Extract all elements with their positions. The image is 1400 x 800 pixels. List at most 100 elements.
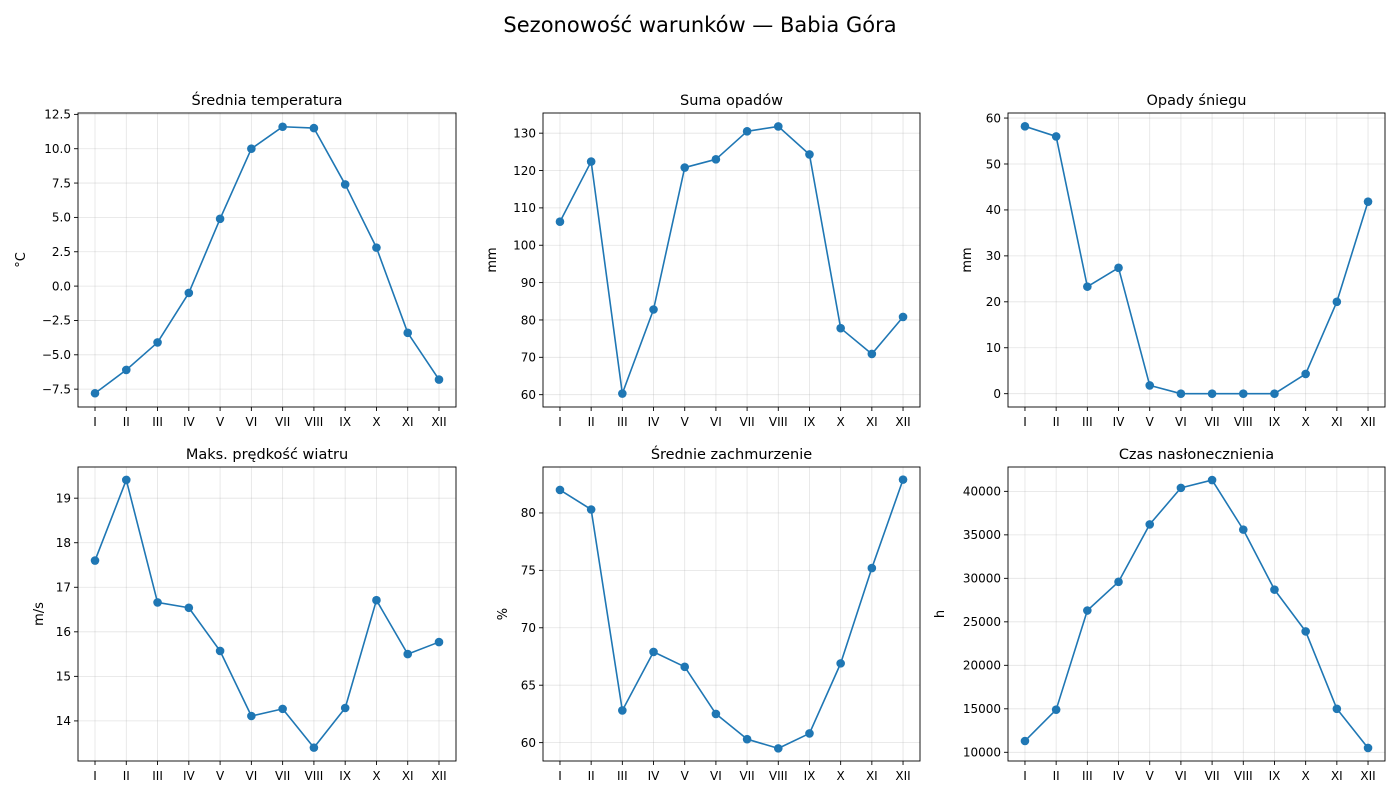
axes-frame [1007, 112, 1386, 408]
subplot-1: I II III IV V VI VII VIII IX X XI XII−7.5−5.0−2.50.… [14, 91, 457, 429]
y-tick-label: −2.5 [42, 314, 71, 328]
y-tick-label: 70 [521, 621, 536, 635]
x-tick-label: X [837, 769, 845, 783]
x-tick-label: VII [1204, 769, 1219, 783]
x-tick-label: XI [1331, 769, 1343, 783]
data-point [1020, 736, 1030, 746]
data-point [1207, 475, 1217, 485]
y-tick-label: 18 [56, 536, 71, 550]
y-tick-label: 50 [986, 157, 1001, 171]
data-point [340, 180, 350, 189]
data-point [1083, 282, 1092, 291]
x-tick-label: IV [183, 769, 196, 783]
x-tick-label: V [1146, 769, 1155, 783]
x-tick-label: II [588, 415, 595, 429]
axes-frame [77, 112, 457, 408]
x-tick-label: II [588, 769, 595, 783]
data-point [215, 646, 225, 656]
axes-frame [542, 466, 921, 762]
data-point [309, 123, 319, 133]
x-tick-label: VI [710, 415, 722, 429]
data-point [1176, 389, 1186, 398]
x-tick-label: XI [866, 769, 878, 783]
x-tick-label: III [152, 415, 163, 429]
data-point [1051, 132, 1061, 141]
subplot-title: Średnia temperatura [191, 91, 342, 109]
series-line [559, 125, 904, 395]
data-point [711, 709, 721, 719]
data-point [898, 312, 908, 322]
x-tick-label: IV [648, 415, 661, 429]
x-tick-label: XI [866, 415, 878, 429]
x-tick-label: IV [183, 415, 196, 429]
y-tick-label: 17 [56, 581, 71, 595]
x-tick-label: V [216, 415, 225, 429]
data-point [1238, 525, 1248, 534]
data-point [742, 127, 752, 136]
axes-frame [542, 112, 921, 408]
x-tick-label: XI [1331, 415, 1343, 429]
data-point [121, 475, 131, 485]
y-tick-label: 40 [986, 203, 1001, 217]
x-tick-label: XI [402, 415, 414, 429]
data-point [867, 563, 877, 573]
x-tick-label: IX [1269, 769, 1281, 783]
x-tick-label: I [558, 769, 562, 783]
data-point [711, 155, 721, 164]
x-tick-label: XII [895, 769, 910, 783]
x-tick-label: II [1053, 769, 1060, 783]
x-tick-label: II [1053, 415, 1060, 429]
data-point [153, 338, 162, 347]
data-point [742, 734, 752, 744]
y-tick-label: 80 [521, 506, 536, 520]
x-tick-label: XI [402, 769, 414, 783]
x-tick-label: VII [275, 769, 290, 783]
y-tick-label: 19 [56, 491, 71, 505]
data-point [309, 743, 319, 752]
data-point [1145, 381, 1155, 390]
x-tick-label: VII [275, 415, 290, 429]
x-tick-label: VIII [769, 769, 788, 783]
x-tick-label: II [123, 769, 130, 783]
x-tick-label: V [1146, 415, 1155, 429]
x-tick-label: IX [804, 769, 816, 783]
y-tick-label: 15 [56, 670, 71, 684]
data-point [1270, 389, 1279, 398]
x-tick-label: XII [431, 769, 446, 783]
y-axis-label: h [933, 610, 948, 618]
x-tick-label: XII [1360, 415, 1375, 429]
figure-title: Sezonowość warunków — Babia Góra [503, 13, 896, 37]
data-point [1083, 606, 1092, 615]
data-point [90, 556, 100, 565]
x-tick-label: VI [1175, 415, 1187, 429]
data-point [1363, 743, 1373, 753]
y-tick-label: 60 [986, 111, 1001, 125]
data-point [372, 595, 381, 605]
data-point [867, 349, 877, 359]
y-tick-label: 60 [521, 736, 536, 750]
data-point [1332, 297, 1342, 307]
x-tick-label: X [1302, 769, 1310, 783]
data-point [1301, 627, 1310, 636]
x-tick-label: XII [431, 415, 446, 429]
x-tick-label: VI [1175, 769, 1187, 783]
subplot-3: I II III IV V VI VII VIII IX X XI XII0102030405060O… [960, 93, 1386, 429]
subplots: I II III IV V VI VII VIII IX X XI XII−7.5−5.0−2.50.… [14, 91, 1386, 783]
x-tick-label: I [93, 769, 97, 783]
y-tick-label: −7.5 [42, 382, 71, 396]
data-point [403, 328, 413, 338]
data-point [1114, 263, 1123, 273]
x-tick-label: III [1082, 415, 1093, 429]
x-tick-label: VI [245, 769, 257, 783]
x-tick-label: IX [339, 415, 351, 429]
data-point [586, 157, 596, 166]
data-point [1363, 197, 1373, 206]
y-tick-label: 20000 [963, 659, 1001, 673]
y-tick-label: 12.5 [44, 108, 71, 122]
x-tick-label: V [681, 415, 690, 429]
y-tick-label: 90 [521, 276, 536, 290]
x-tick-label: IV [648, 769, 661, 783]
data-point [555, 485, 565, 495]
subplot-6: I II III IV V VI VII VIII IX X XI XII10000150002000… [933, 447, 1386, 783]
